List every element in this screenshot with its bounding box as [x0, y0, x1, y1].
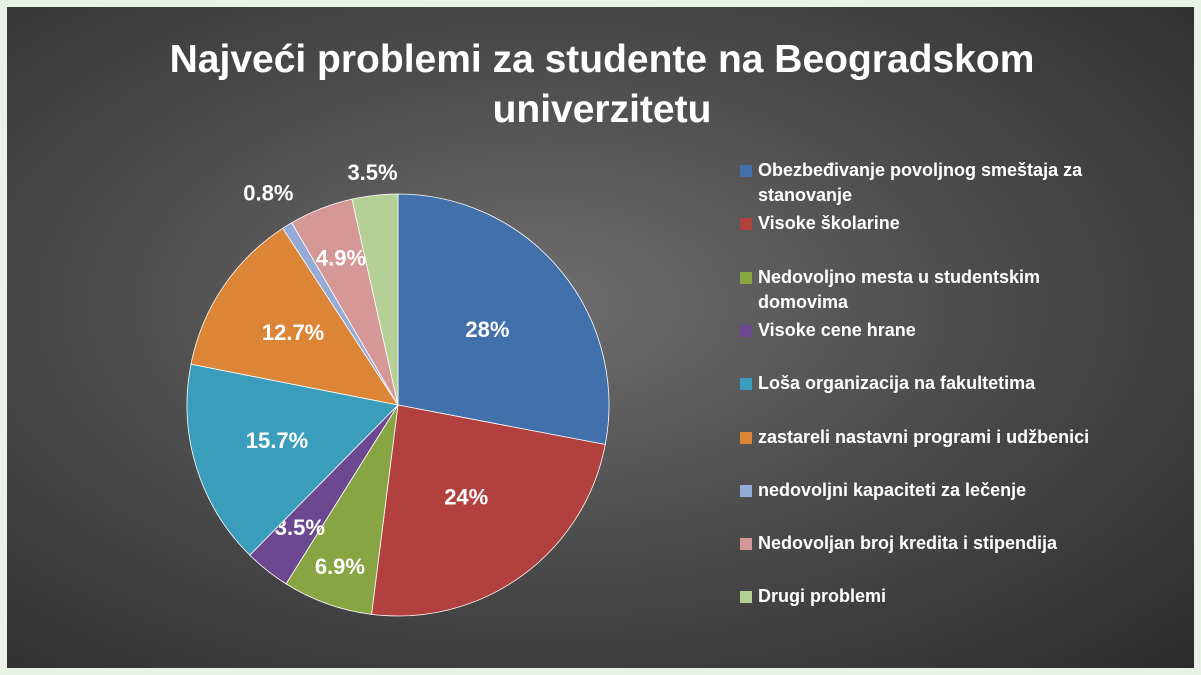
pie-slice — [351, 193, 399, 406]
legend-swatch — [740, 591, 752, 604]
data-label: 12.7% — [262, 320, 324, 345]
legend-swatch — [740, 484, 752, 497]
pie: 28%24%6.9%3.5%15.7%12.7%0.8%4.9%3.5% — [186, 160, 610, 617]
pie-slice — [397, 193, 610, 446]
chart-title: Najveći problemi za studente na Beograds… — [169, 38, 1035, 131]
legend-item: Nedovoljno mesta u studentskim domovima — [740, 265, 1125, 315]
pie-slice — [371, 404, 606, 617]
legend-swatch — [740, 324, 752, 337]
legend-item: Drugi problemi — [740, 584, 1125, 609]
legend-item: nedovoljni kapaciteti za lečenje — [740, 478, 1125, 503]
legend-item: Nedovoljan broj kredita i stipendija — [740, 531, 1125, 556]
data-label: 4.9% — [316, 245, 366, 270]
legend-label: Nedovoljno mesta u studentskim domovima — [758, 266, 1041, 312]
data-label: 24% — [444, 485, 488, 510]
legend-item: zastareli nastavni programi i udžbenici — [740, 425, 1125, 450]
legend-item: Loša organizacija na fakultetima — [740, 371, 1125, 396]
legend-swatch — [740, 165, 752, 177]
data-label: 6.9% — [315, 554, 365, 579]
legend-label: Loša organizacija na fakultetima — [758, 373, 1036, 394]
pie-slice — [186, 363, 399, 556]
legend-label: zastareli nastavni programi i udžbenici — [758, 426, 1090, 447]
legend-label: nedovoljni kapaciteti za lečenje — [758, 479, 1027, 500]
legend-swatch — [740, 378, 752, 391]
legend-swatch — [740, 538, 752, 551]
legend-label: Drugi problemi — [758, 586, 887, 607]
data-label: 15.7% — [246, 428, 308, 453]
legend-item: Obezbeđivanje povoljnog smeštaja za stan… — [740, 158, 1125, 208]
legend-label: Obezbeđivanje povoljnog smeštaja za stan… — [758, 160, 1083, 205]
legend-label: Visoke cene hrane — [758, 319, 916, 340]
legend-swatch — [740, 218, 752, 231]
legend-swatch — [740, 431, 752, 444]
legend-item: Visoke cene hrane — [740, 318, 1125, 343]
legend-label: Visoke školarine — [758, 213, 900, 234]
data-label: 0.8% — [243, 181, 293, 206]
pie-slice — [190, 227, 399, 406]
legend-label: Nedovoljan broj kredita i stipendija — [758, 533, 1058, 554]
legend-swatch — [740, 271, 752, 284]
data-label: 3.5% — [347, 160, 397, 185]
legend-item: Visoke školarine — [740, 211, 1125, 236]
data-label: 28% — [465, 317, 509, 342]
